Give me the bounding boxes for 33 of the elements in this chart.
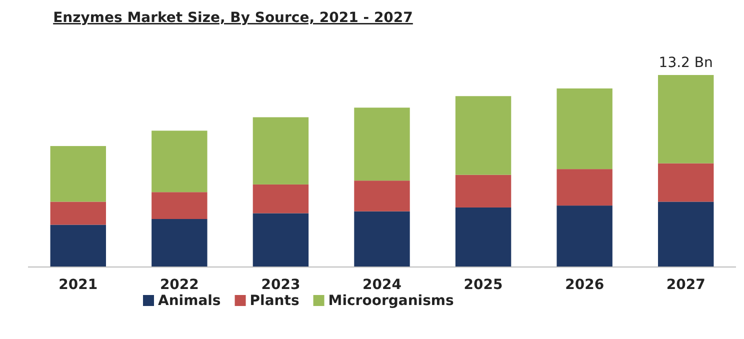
x-tick-label: 2021 bbox=[58, 276, 98, 293]
bar bbox=[658, 202, 714, 267]
bar bbox=[455, 96, 512, 175]
bar bbox=[556, 169, 612, 206]
bar bbox=[455, 174, 512, 208]
chart-title: Enzymes Market Size, By Source, 2021 - 2027 bbox=[53, 10, 413, 26]
bar bbox=[152, 219, 208, 267]
x-tick-label: 2023 bbox=[261, 276, 300, 293]
bar bbox=[252, 213, 309, 267]
bar bbox=[658, 75, 714, 164]
bar bbox=[152, 130, 208, 192]
x-tick-label: 2026 bbox=[565, 276, 604, 293]
bar bbox=[354, 180, 410, 212]
bar bbox=[252, 117, 309, 184]
bar bbox=[50, 146, 106, 202]
x-tick-label: 2024 bbox=[362, 276, 402, 293]
bar bbox=[50, 202, 106, 225]
bar bbox=[658, 163, 714, 202]
annotation: 13.2 Bn bbox=[658, 55, 713, 71]
bar bbox=[152, 192, 208, 219]
bar bbox=[455, 207, 512, 267]
bar bbox=[50, 224, 106, 267]
legend-label: Plants bbox=[250, 293, 300, 309]
x-tick-label: 2022 bbox=[160, 276, 199, 293]
legend-label: Animals bbox=[158, 293, 221, 309]
bar bbox=[556, 206, 612, 267]
x-tick-label: 2027 bbox=[666, 276, 706, 293]
x-tick-label: 2025 bbox=[464, 276, 503, 293]
bar bbox=[556, 88, 612, 170]
bar bbox=[354, 211, 410, 267]
bar bbox=[354, 108, 410, 181]
legend-label: Microorganisms bbox=[328, 293, 454, 309]
bar bbox=[252, 184, 309, 214]
